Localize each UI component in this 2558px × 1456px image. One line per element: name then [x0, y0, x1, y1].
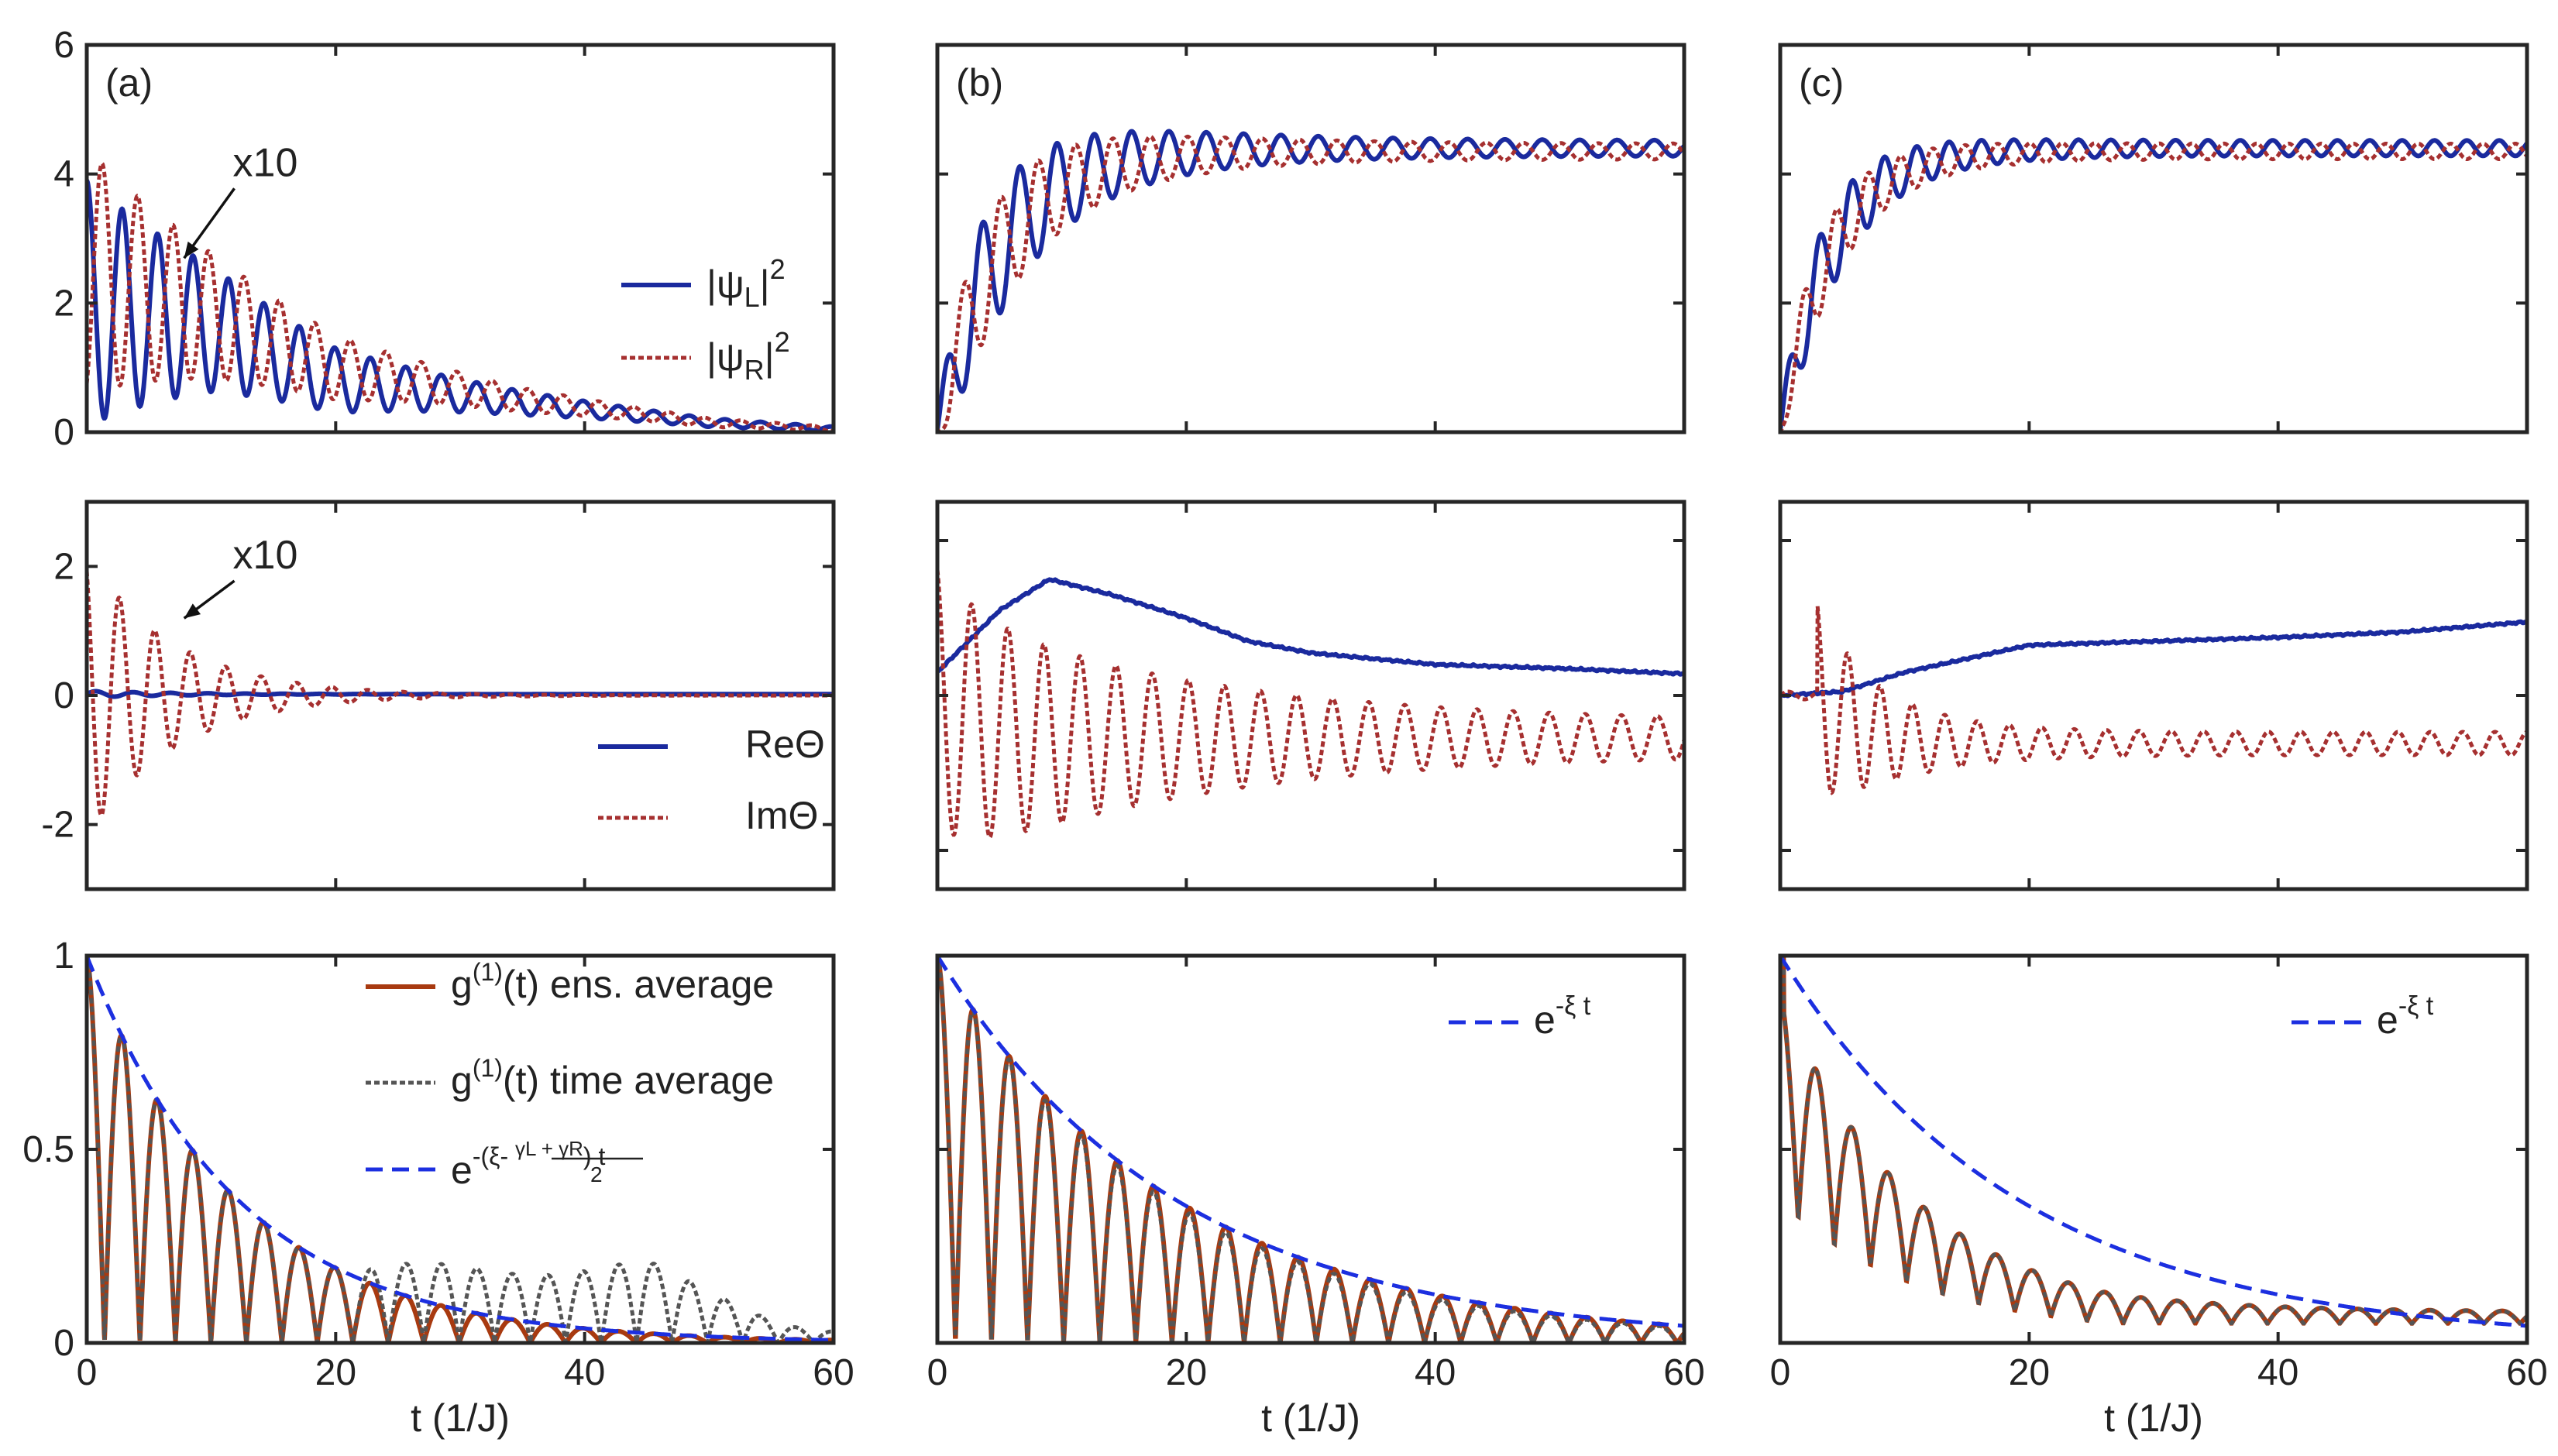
legend-a3: g(1)(t) ens. average g(1)(t) time average… — [366, 958, 774, 1192]
annotation-arrowhead — [184, 603, 201, 619]
x-axis-label: t (1/J) — [411, 1396, 510, 1440]
legend-label: ImΘ — [745, 794, 818, 837]
annotation-label: x10 — [233, 140, 298, 185]
legend-label: g(1)(t) ens. average — [451, 958, 774, 1006]
series-line-b1-0 — [937, 129, 1684, 431]
x-axis-label: t (1/J) — [2104, 1396, 2203, 1440]
series-line-b1-1 — [937, 134, 1684, 432]
x-tick-label: 20 — [2009, 1352, 2050, 1393]
series-line-b2-0 — [937, 577, 1684, 677]
legend-a1: |ψL|2 |ψR|2 — [621, 253, 790, 386]
legend-label: g(1)(t) time average — [451, 1054, 774, 1102]
series-line-a1-1 — [87, 161, 834, 432]
x-tick-label: 40 — [2257, 1352, 2298, 1393]
x-tick-label: 60 — [2506, 1352, 2547, 1393]
series-line-c2-0 — [1780, 619, 2527, 699]
series-line-b3-2 — [937, 956, 1684, 1328]
y-tick-label: 0.5 — [22, 1129, 74, 1170]
series-line-c1-1 — [1780, 141, 2527, 432]
axes-frame-b2 — [935, 500, 1686, 891]
x-tick-label: 60 — [813, 1352, 854, 1393]
legend-b3: e-ξ t — [1449, 991, 1591, 1042]
series-line-b3-1 — [937, 956, 1684, 1343]
x-tick-label: 40 — [564, 1352, 605, 1393]
x-axis-label: t (1/J) — [1261, 1396, 1360, 1440]
series-line-c3-1 — [1780, 956, 2527, 1326]
legend-label: e-ξ t — [2377, 991, 2434, 1042]
series-line-a2-0 — [87, 689, 834, 699]
panel-b2 — [935, 500, 1686, 891]
x-tick-label: 20 — [1166, 1352, 1207, 1393]
y-tick-label: 1 — [53, 936, 74, 977]
y-tick-label: 0 — [53, 675, 74, 716]
series-line-a3-2 — [87, 956, 834, 1342]
legend-label: e-ξ t — [1534, 991, 1591, 1042]
fraction-denominator: 2 — [590, 1162, 603, 1186]
panel-label: (c) — [1799, 61, 1844, 105]
x-tick-label: 0 — [927, 1352, 948, 1393]
y-tick-label: 2 — [53, 546, 74, 587]
series-line-a2-1 — [87, 570, 834, 819]
panel-c3: 0 20 40 60 t (1/J) e-ξ t — [1770, 953, 2548, 1440]
panel-b3: 0 20 40 60 t (1/J) e-ξ t — [927, 953, 1705, 1440]
axes-frame-c1 — [1778, 43, 2529, 434]
annotation-arrowhead — [184, 241, 199, 259]
y-tick-label: 0 — [53, 412, 74, 453]
axes-frame-a1 — [84, 43, 836, 434]
y-tick-label: 0 — [53, 1323, 74, 1364]
x-tick-label: 0 — [1770, 1352, 1791, 1393]
panel-b1: (b) — [935, 43, 1686, 434]
x-tick-label: 60 — [1663, 1352, 1704, 1393]
series-line-c3-2 — [1780, 956, 2527, 1328]
panel-c1: (c) — [1778, 43, 2529, 434]
y-tick-label: 4 — [53, 154, 74, 195]
legend-c3: e-ξ t — [2292, 991, 2434, 1042]
x-tick-label: 20 — [315, 1352, 356, 1393]
axes-frame-b1 — [935, 43, 1686, 434]
legend-label: ReΘ — [745, 723, 825, 766]
legend-label: e-(ξ- γL + γR) t — [451, 1137, 605, 1192]
panel-label: (a) — [105, 61, 153, 105]
legend-a2: ReΘ ImΘ — [598, 723, 825, 837]
series-line-c1-0 — [1780, 137, 2527, 431]
y-tick-label: 6 — [53, 25, 74, 66]
legend-label: |ψL|2 — [707, 253, 786, 313]
series-line-c2-1 — [1780, 606, 2527, 795]
y-tick-label: 2 — [53, 283, 74, 324]
x-tick-label: 0 — [77, 1352, 98, 1393]
legend-label: |ψR|2 — [707, 326, 790, 386]
panel-c2 — [1778, 500, 2529, 891]
series-line-a1-0 — [87, 179, 834, 432]
panel-label: (b) — [956, 61, 1003, 105]
panel-a2: -2 0 2 x10 ReΘ ImΘ — [41, 500, 836, 891]
x-tick-label: 40 — [1415, 1352, 1456, 1393]
annotation-label: x10 — [233, 533, 298, 578]
axes-frame-c2 — [1778, 500, 2529, 891]
series-line-b2-1 — [937, 569, 1684, 840]
y-tick-label: -2 — [41, 805, 74, 846]
panel-a1: 0 2 4 6 (a) x10 |ψL|2 |ψR|2 — [53, 25, 836, 453]
